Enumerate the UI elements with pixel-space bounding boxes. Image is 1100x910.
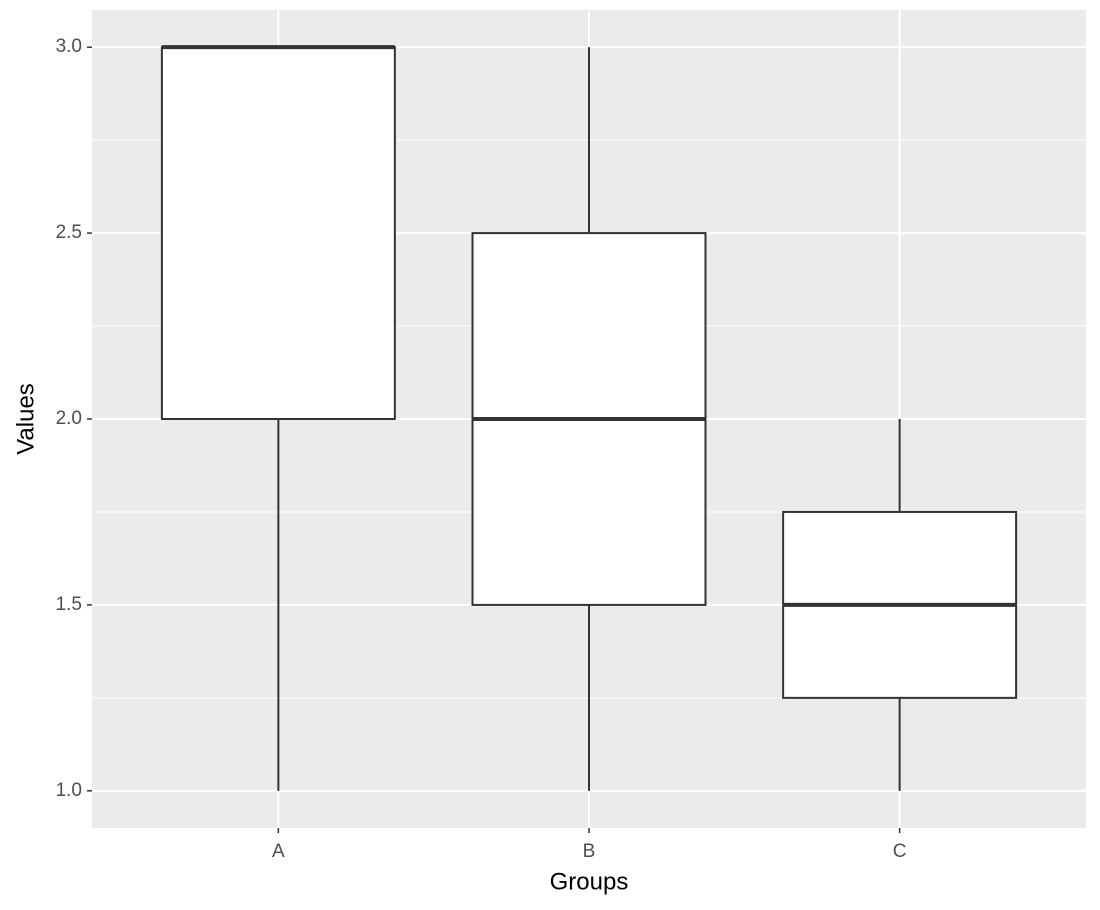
x-axis-title: Groups — [550, 868, 629, 895]
y-tick-label: 2.5 — [56, 222, 82, 243]
box — [160, 46, 396, 420]
y-tick-label: 2.0 — [56, 408, 82, 429]
y-tick-label: 1.0 — [56, 780, 82, 801]
y-tick-label: 1.5 — [56, 594, 82, 615]
y-tick-label: 3.0 — [56, 36, 82, 57]
x-tick-label: A — [272, 841, 285, 862]
x-tick-label: B — [583, 841, 596, 862]
x-tick-label: C — [893, 841, 907, 862]
y-axis-title: Values — [12, 383, 39, 455]
